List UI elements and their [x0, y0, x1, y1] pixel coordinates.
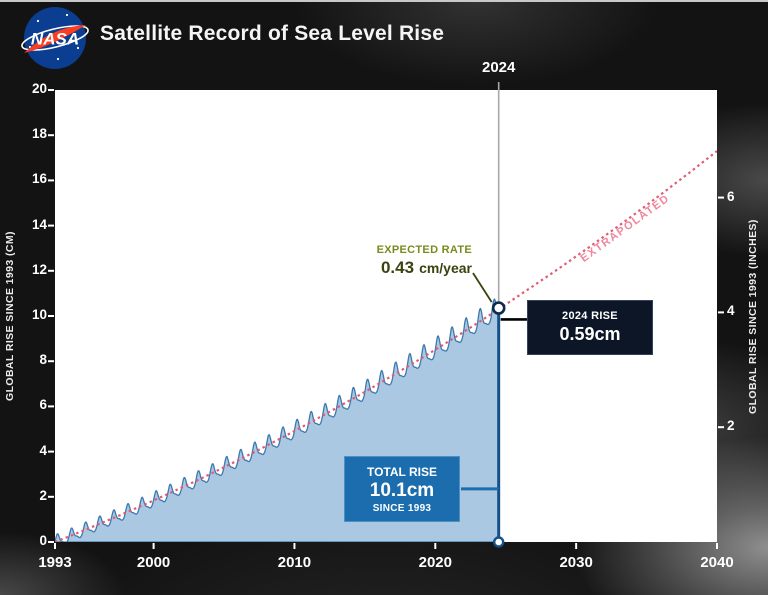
nasa-logo-swoosh [24, 25, 86, 53]
expected-rate-label: EXPECTED RATE [376, 244, 472, 256]
total-rise-value: 10.1cm [369, 479, 435, 501]
expected-rate-value-line: 0.43 cm/year [300, 258, 472, 278]
nasa-logo: NASA [21, 7, 89, 69]
rise-2024-value: 0.59cm [559, 324, 621, 344]
expected-rate-unit: cm/year [419, 260, 472, 276]
expected-rate-number: 0.43 [380, 258, 415, 277]
y-axis-right-title: GLOBAL RISE SINCE 1993 (INCHES) [747, 219, 759, 414]
expected-rate-pointer-line [472, 272, 493, 303]
marker-circle-bottom [492, 536, 505, 548]
marker-circle-top [491, 301, 506, 315]
total-rise-title: TOTAL RISE [366, 464, 437, 479]
y-axis-left-title: GLOBAL RISE SINCE 1993 (CM) [4, 231, 16, 401]
rise-2024-title: 2024 RISE [562, 310, 618, 322]
marker-year-label: 2024 [481, 59, 516, 76]
expected-rate-annotation: EXPECTED RATE 0.43 cm/year [300, 244, 472, 278]
nasa-logo-stars [28, 13, 80, 61]
page-title: Satellite Record of Sea Level Rise [100, 22, 445, 45]
total-rise-sublabel: SINCE 1993 [372, 502, 432, 514]
extrapolated-trend-line [55, 150, 717, 542]
rise-2024-callout: 2024 RISE 0.59cm [527, 300, 653, 355]
nasa-logo-text: NASA [31, 30, 79, 49]
total-rise-callout: TOTAL RISE 10.1cm SINCE 1993 [344, 456, 460, 522]
